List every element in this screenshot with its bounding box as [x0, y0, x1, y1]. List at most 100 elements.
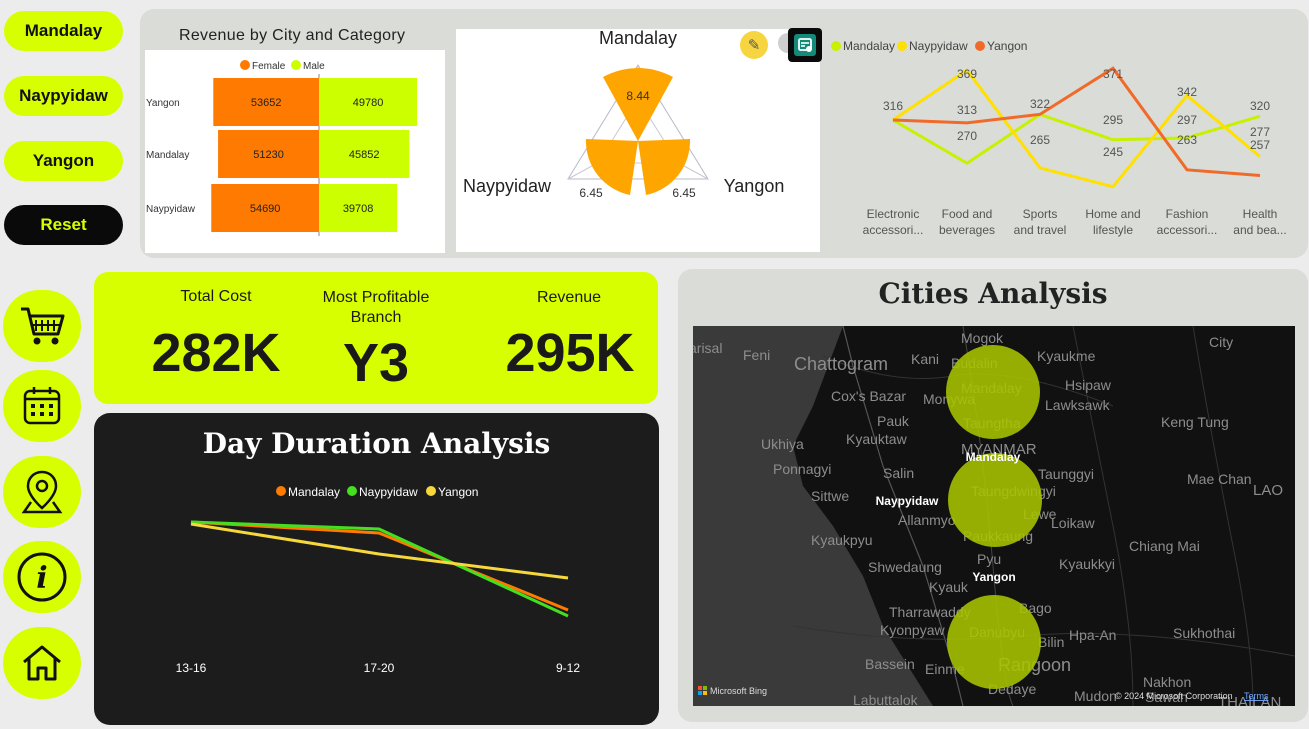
map-place-label: Kyaukkyi — [1059, 556, 1115, 572]
legend-naypyidaw-marker — [347, 486, 357, 496]
legend-mandalay: Mandalay — [288, 485, 340, 499]
day-duration-panel: Day Duration Analysis Mandalay Naypyidaw… — [94, 413, 659, 725]
radar-slice-yangon — [638, 139, 691, 195]
location-pin-icon — [21, 470, 63, 514]
x-label-17-20: 17-20 — [364, 661, 395, 675]
bar-male-yangon[interactable] — [319, 78, 418, 126]
yangon-filter-button[interactable]: Yangon — [4, 141, 123, 181]
home-nav-button[interactable] — [3, 627, 81, 699]
calendar-nav-button[interactable] — [3, 370, 81, 442]
bing-attribution: Microsoft Bing — [710, 686, 767, 696]
revenue-value: 295K — [505, 323, 635, 383]
map-place-label: Chiang Mai — [1129, 538, 1200, 554]
map-place-label: Mae Chan — [1187, 471, 1252, 487]
cart-nav-button[interactable] — [3, 290, 81, 362]
map-place-label: THAILAN — [1218, 694, 1281, 706]
bar-male-naypyidaw[interactable] — [319, 184, 398, 232]
line-naypyidaw — [190, 520, 569, 618]
revenue-chart-title: Revenue by City and Category — [179, 27, 406, 44]
bar-female-mandalay[interactable] — [218, 130, 319, 178]
map-place-label: Sittwe — [811, 488, 849, 504]
point-label: 295 — [1103, 113, 1123, 127]
map-place-label: Shwedaung — [868, 559, 942, 575]
point-label: 316 — [883, 99, 903, 113]
legend-mandalay-marker — [831, 41, 841, 51]
map-place-label: Kyaukpyu — [811, 532, 872, 548]
point-label: 277 — [1250, 125, 1270, 139]
legend-mandalay: Mandalay — [843, 39, 895, 53]
radar-chart: 8.44 6.45 6.45 Mandalay Naypyidaw Yangon — [456, 28, 820, 252]
day-duration-title: Day Duration Analysis — [202, 427, 551, 460]
edit-pencil-button[interactable]: ✎ — [740, 31, 768, 59]
bar-label-female-mandalay: 51230 — [253, 149, 284, 161]
radar-slice-naypyidaw — [585, 139, 638, 195]
point-label: 320 — [1250, 99, 1270, 113]
map-place-label: City — [1209, 334, 1233, 350]
map-place-label: Ponnagyi — [773, 461, 831, 477]
naypyidaw-filter-button[interactable]: Naypyidaw — [4, 76, 123, 116]
line-yangon[interactable] — [892, 66, 1261, 177]
info-nav-button[interactable]: i — [3, 541, 81, 613]
radar-value-yangon: 6.45 — [672, 186, 696, 200]
point-label: 270 — [957, 129, 977, 143]
legend-male-marker — [291, 60, 301, 70]
map-label-mandalay: Mandalay — [966, 450, 1021, 464]
radar-label-yangon: Yangon — [724, 176, 785, 196]
x-label-category-0: Electronic accessori... — [863, 207, 924, 237]
bar-label-male-naypyidaw: 39708 — [343, 203, 374, 215]
map-label-naypyidaw: Naypyidaw — [876, 494, 939, 508]
bar-label-male-mandalay: 45852 — [349, 149, 380, 161]
map-place-label: Kyauk — [929, 579, 969, 595]
bar-female-yangon[interactable] — [213, 78, 319, 126]
map-place-label: Labuttalok — [853, 692, 919, 706]
x-label-category-2: Sports and travel — [1014, 207, 1067, 237]
mandalay-filter-button[interactable]: Mandalay — [4, 11, 123, 51]
most-profitable-branch-title: Most Profitable Branch — [322, 289, 430, 326]
line-naypyidaw[interactable] — [892, 68, 1261, 189]
legend-yangon: Yangon — [987, 39, 1027, 53]
bookmark-button[interactable] — [788, 28, 822, 62]
city-map[interactable]: MogokKaniBudalinKyaukmeChattogramFeniari… — [693, 326, 1295, 706]
map-place-label: Ukhiya — [761, 436, 804, 452]
cities-analysis-title: Cities Analysis — [878, 277, 1108, 310]
map-bubble-yangon[interactable] — [947, 595, 1041, 689]
radar-label-naypyidaw: Naypyidaw — [463, 176, 552, 196]
legend-yangon: Yangon — [438, 485, 478, 499]
row-label-yangon: Yangon — [146, 98, 180, 109]
location-nav-button[interactable] — [3, 456, 81, 528]
line-mandalay[interactable] — [892, 112, 1261, 166]
calendar-icon — [23, 387, 61, 425]
pencil-icon: ✎ — [747, 37, 761, 54]
legend-naypyidaw-marker — [897, 41, 907, 51]
x-label-category-5: Health and bea... — [1233, 207, 1286, 237]
bar-label-male-yangon: 49780 — [353, 97, 384, 109]
radar-value-mandalay: 8.44 — [626, 89, 650, 103]
category-line-chart-svg: Mandalay Naypyidaw Yangon 316 369 313 270 322 26… — [831, 39, 1287, 237]
bar-female-naypyidaw[interactable] — [211, 184, 319, 232]
x-label-category-4: Fashion accessori... — [1157, 207, 1218, 237]
sea-area — [693, 326, 933, 706]
point-label: 297 — [1177, 113, 1197, 127]
map-place-label: Salin — [883, 465, 914, 481]
map-bubble-naypyidaw[interactable] — [948, 453, 1042, 547]
map-place-label: Nakhon — [1143, 674, 1191, 690]
map-terms-link[interactable]: Terms — [1244, 691, 1269, 701]
map-place-label: MYANMAR — [961, 441, 1037, 458]
line-mandalay — [190, 520, 569, 612]
point-label: 369 — [957, 67, 977, 81]
map-svg: MogokKaniBudalinKyaukmeChattogramFeniari… — [693, 326, 1295, 706]
legend-yangon-marker — [426, 486, 436, 496]
map-place-label: LAO — [1253, 482, 1283, 499]
map-place-label: Bilin — [1038, 634, 1064, 650]
map-copyright: © 2024 Microsoft Corporation — [1115, 691, 1233, 701]
bar-male-mandalay[interactable] — [319, 130, 410, 178]
reset-button[interactable]: Reset — [4, 205, 123, 245]
x-label-13-16: 13-16 — [176, 661, 207, 675]
map-place-label: Hsipaw — [1065, 377, 1112, 393]
map-place-label: Pyu — [977, 551, 1001, 567]
kpi-panel: Total Cost 282K Most Profitable Branch Y… — [94, 272, 658, 404]
map-place-label: Kyaukme — [1037, 348, 1096, 364]
map-bubble-mandalay[interactable] — [946, 345, 1040, 439]
map-place-label: Kyonpyaw — [880, 622, 945, 638]
line-yangon — [190, 522, 569, 580]
